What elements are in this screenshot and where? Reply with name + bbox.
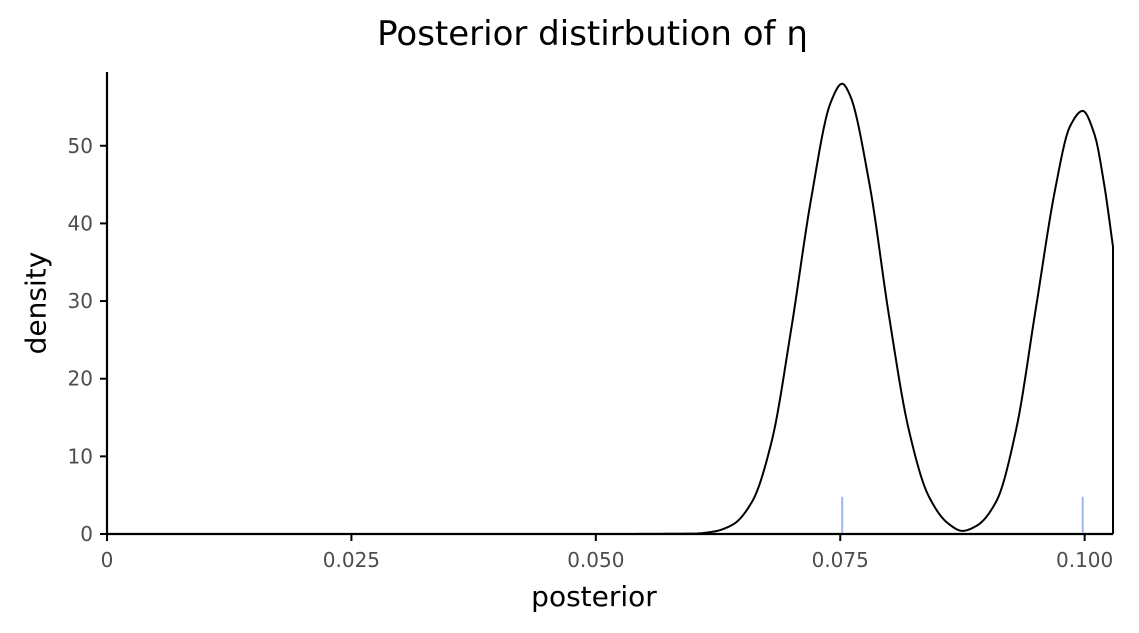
y-tick-label: 0 bbox=[80, 522, 93, 546]
y-tick-label: 50 bbox=[68, 134, 93, 158]
x-tick-label: 0.025 bbox=[323, 548, 380, 572]
chart-title: Posterior distirbution of η bbox=[377, 14, 808, 54]
axes: 0 10 20 30 40 50 0 0.025 0.050 0.075 0.100 bbox=[68, 72, 1113, 572]
y-tick-label: 30 bbox=[68, 289, 93, 313]
y-tick-label: 10 bbox=[68, 444, 93, 468]
x-tick-label: 0.100 bbox=[1056, 548, 1113, 572]
x-tick-label: 0.050 bbox=[567, 548, 624, 572]
x-axis-label: posterior bbox=[531, 580, 657, 613]
x-tick-label: 0 bbox=[101, 548, 114, 572]
density-curve bbox=[107, 82, 1114, 535]
chart-marks bbox=[107, 82, 1114, 535]
y-tick-label: 20 bbox=[68, 367, 93, 391]
x-tick-label: 0.075 bbox=[812, 548, 869, 572]
y-tick-label: 40 bbox=[68, 211, 93, 235]
